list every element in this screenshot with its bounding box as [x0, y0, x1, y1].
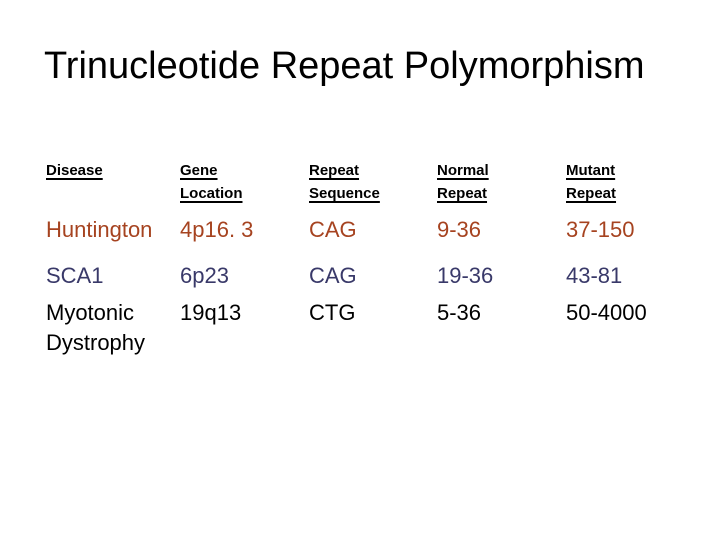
column-header-normal-repeat: Normal Repeat	[437, 159, 566, 205]
cell-normal-repeat: 5-36	[437, 300, 482, 325]
column-header-normal-repeat-line1: Normal	[437, 162, 489, 179]
table-row-huntington: Huntington 4p16. 3 CAG 9-36 37-150	[46, 215, 696, 245]
cell-mutant-repeat: 50-4000	[566, 300, 647, 325]
column-header-repeat-sequence-line1: Repeat	[309, 162, 360, 179]
column-header-gene-location-line1: Gene	[180, 162, 218, 179]
table-row-sca1: SCA1 6p23 CAG 19-36 43-81	[46, 261, 696, 291]
cell-disease: Huntington	[46, 217, 153, 242]
cell-normal-repeat: 19-36	[437, 263, 494, 288]
cell-gene-location: 4p16. 3	[180, 217, 254, 242]
cell-disease: Myotonic Dystrophy	[46, 300, 146, 355]
column-header-mutant-repeat: Mutant Repeat	[566, 159, 696, 205]
column-header-mutant-repeat-line1: Mutant	[566, 162, 616, 179]
cell-repeat-sequence: CTG	[309, 300, 356, 325]
cell-repeat-sequence: CAG	[309, 263, 357, 288]
column-header-normal-repeat-line2: Repeat	[437, 185, 488, 202]
cell-mutant-repeat: 37-150	[566, 217, 635, 242]
cell-repeat-sequence: CAG	[309, 217, 357, 242]
trinucleotide-repeat-table: Disease Gene Location Repeat Sequence No…	[46, 159, 696, 379]
cell-disease: SCA1	[46, 263, 104, 288]
cell-gene-location: 19q13	[180, 300, 242, 325]
column-header-gene-location: Gene Location	[180, 159, 309, 205]
column-header-disease: Disease	[46, 159, 180, 205]
column-header-gene-location-line2: Location	[180, 185, 243, 202]
table-header-row: Disease Gene Location Repeat Sequence No…	[46, 159, 696, 205]
column-header-repeat-sequence-line2: Sequence	[309, 185, 380, 202]
cell-mutant-repeat: 43-81	[566, 263, 623, 288]
column-header-mutant-repeat-line2: Repeat	[566, 185, 617, 202]
cell-gene-location: 6p23	[180, 263, 229, 288]
table-row-myotonic-dystrophy: Myotonic Dystrophy 19q13 CTG 5-36 50-400…	[46, 298, 696, 358]
column-header-repeat-sequence: Repeat Sequence	[309, 159, 437, 205]
slide-title: Trinucleotide Repeat Polymorphism	[44, 45, 645, 87]
column-header-disease-line1: Disease	[46, 162, 103, 179]
cell-normal-repeat: 9-36	[437, 217, 482, 242]
